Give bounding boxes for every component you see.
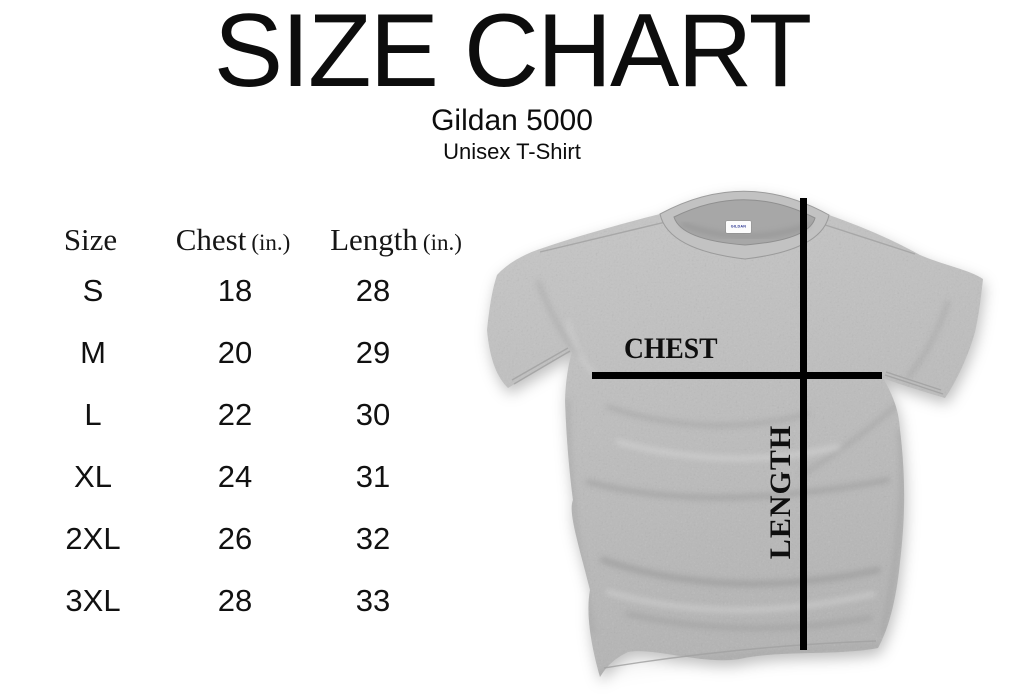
tshirt-measurement-diagram: CHEST LENGTH GILDAN [478, 182, 1022, 682]
column-header-label: Length [330, 222, 418, 257]
size-table-header: Size Chest (in.) Length (in.) [40, 218, 472, 262]
length-cell: 31 [355, 459, 391, 494]
size-cell: XL [74, 459, 112, 494]
size-cell: S [82, 273, 104, 308]
product-name: Gildan 5000 [431, 104, 593, 137]
chest-cell: 28 [217, 583, 253, 618]
length-cell: 29 [355, 335, 391, 370]
chest-cell: 26 [217, 521, 253, 556]
size-cell: 3XL [65, 583, 121, 618]
chest-cell: 24 [217, 459, 253, 494]
chest-cell: 20 [217, 335, 253, 370]
page-title: SIZE CHART [213, 0, 812, 109]
size-cell: M [80, 335, 106, 370]
column-header-size: Size [40, 222, 146, 258]
chest-label: CHEST [624, 332, 718, 365]
length-label: LENGTH [764, 424, 797, 560]
collar-brand-tag: GILDAN [726, 221, 751, 233]
length-cell: 30 [355, 397, 391, 432]
column-header-unit: (in.) [422, 230, 462, 255]
length-cell: 33 [355, 583, 391, 618]
length-cell: 28 [355, 273, 391, 308]
product-type: Unisex T-Shirt [443, 139, 581, 164]
chest-cell: 22 [217, 397, 253, 432]
column-header-label: Size [63, 222, 118, 257]
chest-measure-line [592, 372, 882, 379]
tshirt-photo [487, 190, 983, 677]
size-cell: L [84, 397, 102, 432]
length-measure-line [800, 198, 807, 650]
size-table-body: S 18 28 M 20 29 L 22 30 XL 24 31 2XL 26 … [40, 260, 430, 632]
size-cell: 2XL [65, 521, 121, 556]
column-header-unit: (in.) [251, 230, 291, 255]
column-header-chest: Chest (in.) [146, 222, 320, 258]
brand-tag-text: GILDAN [730, 225, 747, 229]
column-header-label: Chest [175, 222, 247, 257]
column-header-length: Length (in.) [320, 222, 472, 258]
seam-lines [511, 219, 944, 669]
chest-cell: 18 [217, 273, 253, 308]
length-cell: 32 [355, 521, 391, 556]
